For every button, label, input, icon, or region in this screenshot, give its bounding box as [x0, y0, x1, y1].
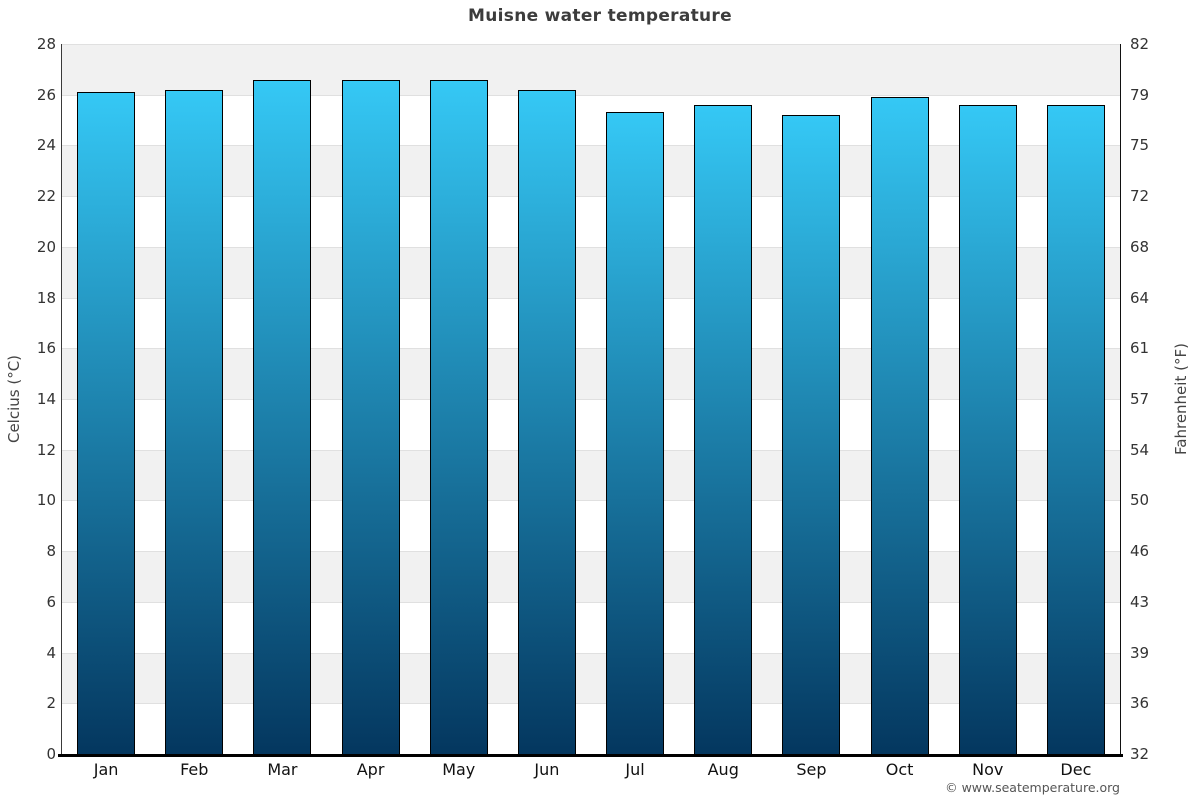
grid-band	[62, 348, 1120, 399]
bar-apr[interactable]	[341, 79, 400, 754]
footer-credit: © www.seatemperature.org	[945, 780, 1120, 795]
y-axis-left-line	[61, 44, 62, 754]
y-tick-left-28: 28	[36, 35, 56, 53]
x-tick-sep: Sep	[796, 760, 827, 779]
y-tick-left-22: 22	[36, 187, 56, 206]
grid-band	[62, 246, 1120, 298]
y-axis-right-title: Fahrenheit (°F)	[1172, 343, 1190, 455]
y-tick-left-8: 8	[46, 542, 56, 561]
x-tick-mar: Mar	[267, 760, 298, 779]
y-axis-left-title: Celcius (°C)	[5, 354, 23, 444]
grid-band	[62, 652, 1120, 704]
y-axis-right-line	[1120, 44, 1121, 754]
grid-band	[62, 500, 1120, 552]
y-tick-left-10: 10	[36, 491, 56, 510]
y-tick-right-82: 82	[1130, 35, 1150, 53]
bar-may[interactable]	[429, 79, 488, 754]
y-tick-right-79: 79	[1130, 85, 1150, 104]
bar-mar[interactable]	[253, 79, 312, 754]
chart-title: Muisne water temperature	[468, 6, 732, 26]
grid-band	[62, 601, 1120, 653]
x-tick-aug: Aug	[707, 760, 739, 779]
grid-band	[62, 449, 1120, 501]
bar-sep[interactable]	[782, 115, 841, 754]
grid-band	[62, 196, 1120, 247]
y-tick-right-75: 75	[1130, 136, 1150, 155]
y-tick-right-32: 32	[1130, 745, 1150, 763]
y-tick-right-57: 57	[1130, 390, 1150, 408]
y-tick-left-26: 26	[36, 85, 56, 104]
y-tick-right-72: 72	[1130, 187, 1150, 206]
y-tick-right-54: 54	[1130, 440, 1150, 459]
y-tick-right-39: 39	[1130, 643, 1150, 662]
bar-aug[interactable]	[694, 104, 753, 754]
grid-band	[62, 399, 1120, 450]
x-tick-apr: Apr	[356, 760, 385, 779]
y-tick-left-12: 12	[36, 440, 56, 459]
y-tick-right-46: 46	[1130, 542, 1150, 561]
y-tick-left-24: 24	[36, 136, 56, 155]
x-tick-oct: Oct	[885, 760, 914, 779]
y-tick-right-64: 64	[1130, 288, 1150, 307]
plot-area	[62, 44, 1120, 754]
y-tick-right-36: 36	[1130, 694, 1150, 713]
bar-jun[interactable]	[517, 89, 576, 754]
bar-jan[interactable]	[77, 92, 136, 754]
x-tick-jan: Jan	[93, 760, 119, 779]
y-tick-right-68: 68	[1130, 237, 1150, 256]
bar-nov[interactable]	[958, 104, 1017, 754]
y-tick-left-14: 14	[36, 390, 56, 408]
y-tick-left-4: 4	[46, 643, 56, 662]
bar-oct[interactable]	[870, 97, 929, 754]
y-tick-left-18: 18	[36, 288, 56, 307]
bar-jul[interactable]	[606, 112, 665, 754]
x-tick-nov: Nov	[972, 760, 1004, 779]
x-tick-jul: Jul	[625, 760, 645, 779]
grid-band	[62, 44, 1120, 95]
grid-band	[62, 551, 1120, 602]
y-tick-left-16: 16	[36, 339, 56, 358]
y-tick-left-20: 20	[36, 237, 56, 256]
y-tick-right-50: 50	[1130, 491, 1150, 510]
x-tick-dec: Dec	[1060, 760, 1092, 779]
y-tick-right-43: 43	[1130, 592, 1150, 611]
x-axis-line	[58, 754, 1123, 757]
bar-feb[interactable]	[165, 89, 224, 754]
y-tick-right-61: 61	[1130, 339, 1150, 358]
grid-band	[62, 297, 1120, 349]
x-tick-may: May	[442, 760, 476, 779]
bar-dec[interactable]	[1046, 104, 1105, 754]
y-tick-left-2: 2	[46, 694, 56, 713]
y-tick-left-6: 6	[46, 592, 56, 611]
grid-band	[62, 145, 1120, 197]
y-tick-left-0: 0	[46, 745, 56, 763]
grid-band	[62, 703, 1120, 754]
grid-band	[62, 94, 1120, 146]
x-tick-feb: Feb	[180, 760, 209, 779]
x-tick-jun: Jun	[534, 760, 560, 779]
